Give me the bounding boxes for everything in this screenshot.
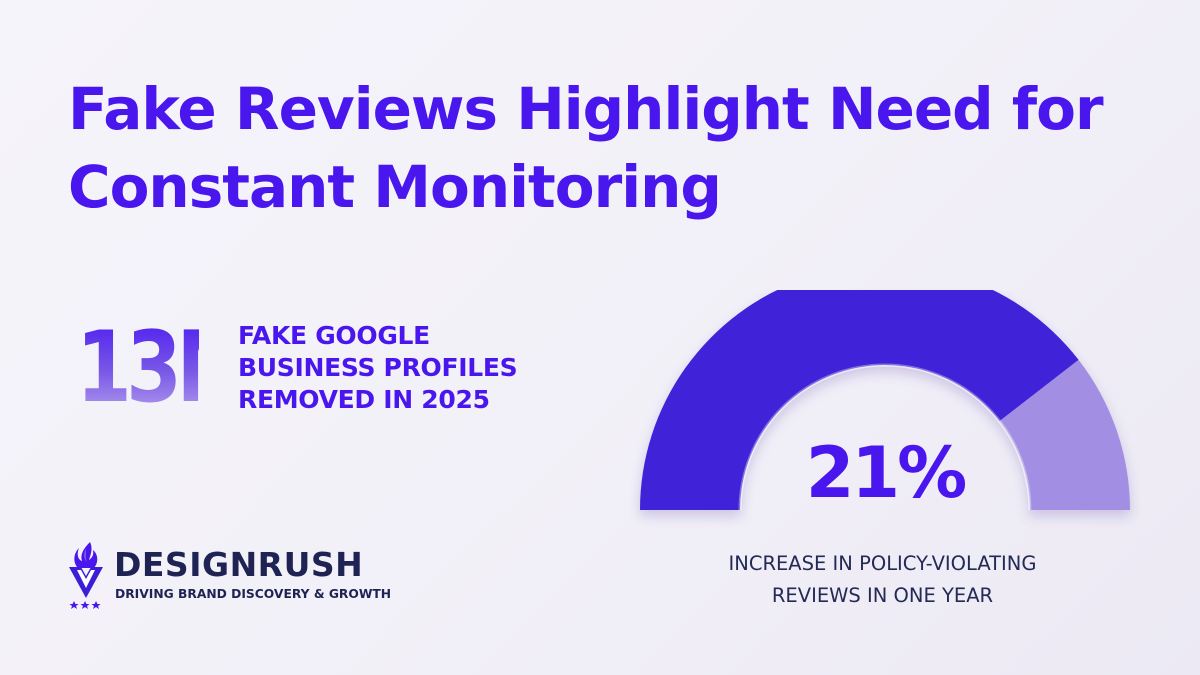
stat-fake-profiles: 13M FAKE GOOGLE BUSINESS PROFILES REMOVE… — [76, 311, 518, 425]
gauge-value-label: 21% — [805, 432, 968, 514]
gauge-segment-increase — [999, 359, 1130, 510]
brand-name: DESIGNRUSH — [114, 545, 364, 584]
stat-fake-profiles-line-3: REMOVED IN 2025 — [238, 385, 490, 414]
stat-fake-profiles-line-2: BUSINESS PROFILES — [238, 353, 518, 382]
designrush-logo-icon — [69, 542, 103, 609]
title-line-1: Fake Reviews Highlight Need for — [68, 75, 1104, 143]
stat-fake-profiles-description: FAKE GOOGLE BUSINESS PROFILES REMOVED IN… — [238, 320, 518, 416]
stat-fake-profiles-line-1: FAKE GOOGLE — [238, 321, 430, 350]
designrush-logo: DESIGNRUSH DRIVING BRAND DISCOVERY & GRO… — [66, 540, 396, 615]
gauge-caption-line-2: REVIEWS IN ONE YEAR — [771, 584, 994, 607]
gauge-caption-line-1: INCREASE IN POLICY-VIOLATING — [728, 552, 1037, 575]
title-line-2: Constant Monitoring — [68, 153, 722, 221]
page-title: Fake Reviews Highlight Need for Constant… — [68, 70, 1148, 226]
brand-tagline: DRIVING BRAND DISCOVERY & GROWTH — [115, 587, 392, 601]
gauge-caption: INCREASE IN POLICY-VIOLATING REVIEWS IN … — [670, 548, 1095, 612]
gauge-inner-edge — [738, 363, 1032, 511]
gauge-chart — [640, 290, 1130, 511]
stat-fake-profiles-value: 13M — [76, 311, 256, 425]
